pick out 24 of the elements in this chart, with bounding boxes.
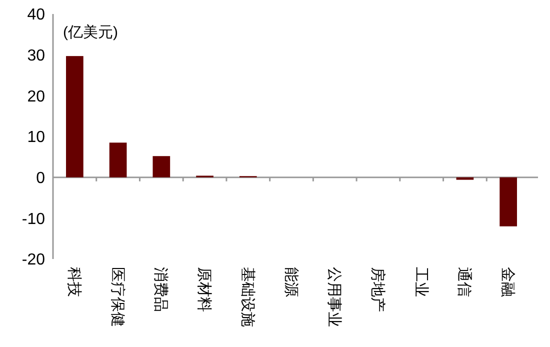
bar [152,156,170,178]
y-tick-label: -20 [22,252,46,269]
bar [500,177,517,226]
y-tick-label: 0 [36,170,46,187]
x-tick-label: 基础设施 [238,267,256,327]
x-tick-label: 科技 [65,267,82,297]
y-tick-label: 30 [27,47,46,64]
x-tick-label: 医疗保健 [108,267,126,327]
x-tick-label: 原材料 [196,267,213,312]
y-axis-title: (亿美元) [63,24,118,41]
x-tick-label: 工业 [412,267,430,297]
bar [66,56,84,178]
y-tick-label: 40 [27,6,46,24]
x-tick-label: 房地产 [368,267,386,312]
bar [456,177,474,180]
y-tick-label: -10 [22,210,46,228]
x-tick-label: 公用事业 [326,267,343,327]
y-tick-label: 20 [27,88,46,106]
y-tick-label: 10 [27,129,46,146]
bar [109,142,127,178]
x-tick-label: 消费品 [152,267,170,312]
x-tick-label: 通信 [456,267,473,297]
x-tick-label: 能源 [282,267,300,297]
x-tick-label: 金融 [499,267,516,297]
